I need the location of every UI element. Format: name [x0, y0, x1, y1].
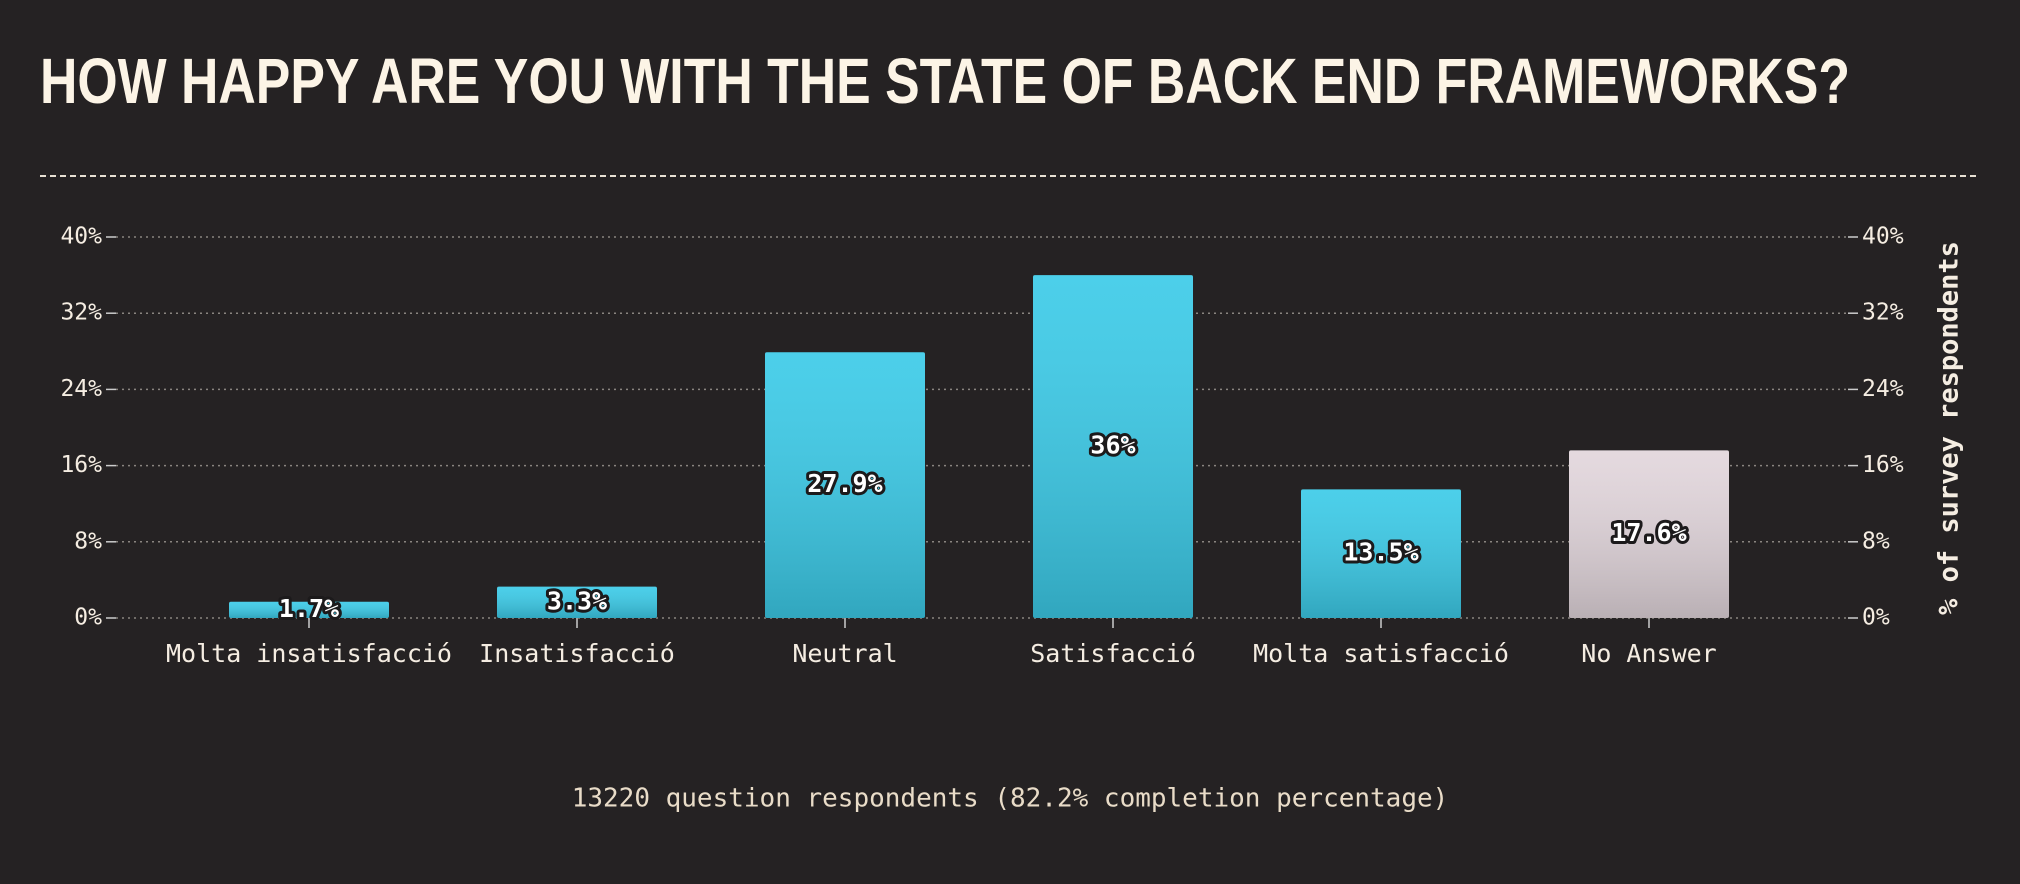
y-tick-label: 32% [60, 300, 102, 326]
y-tick-label: 40% [60, 224, 102, 250]
value-label: 13.5% [1343, 538, 1418, 567]
chart-title: HOW HAPPY ARE YOU WITH THE STATE OF BACK… [40, 45, 1850, 117]
y2-axis-title: % of survey respondents [1934, 241, 1965, 615]
x-tick-label: Molta satisfacció [1253, 639, 1509, 668]
value-label: 27.9% [807, 469, 882, 498]
x-tick-label: Satisfacció [1030, 639, 1196, 668]
footer: 13220 question respondents (82.2% comple… [572, 784, 1449, 814]
y2-tick-label: 8% [1862, 528, 1890, 554]
y2-tick-label: 32% [1862, 300, 1904, 326]
y2-tick-label: 16% [1862, 452, 1904, 478]
y-tick-label: 16% [60, 452, 102, 478]
x-tick-label: Insatisfacció [479, 639, 675, 668]
value-label: 36% [1090, 431, 1135, 460]
value-label: 1.7% [279, 594, 339, 623]
x-tick-label: Molta insatisfacció [166, 639, 452, 668]
value-label: 3.3% [547, 586, 607, 615]
y2-tick-label: 40% [1862, 224, 1904, 250]
y2-tick-label: 24% [1862, 376, 1904, 402]
y2-tick-label: 0% [1862, 605, 1890, 631]
x-tick-label: Neutral [792, 639, 897, 668]
value-label: 17.6% [1611, 518, 1686, 547]
y-tick-label: 8% [74, 528, 102, 554]
x-tick-label: No Answer [1581, 639, 1716, 668]
y-tick-label: 0% [74, 605, 102, 631]
y-tick-label: 24% [60, 376, 102, 402]
